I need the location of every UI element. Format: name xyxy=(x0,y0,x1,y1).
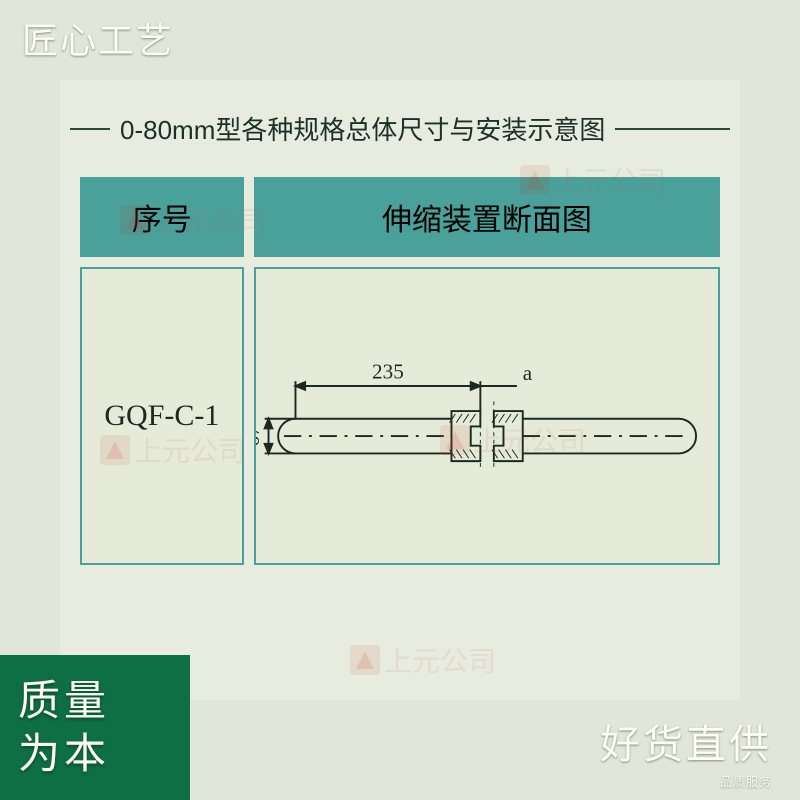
document-page: 0-80mm型各种规格总体尺寸与安装示意图 序号 伸缩装置断面图 GQF-C-1… xyxy=(60,80,740,700)
cell-diagram: 235 a 67 xyxy=(254,267,720,565)
badge-bottom-right-sub: 品质服务 xyxy=(720,773,772,790)
col-header-index: 序号 xyxy=(80,177,244,257)
badge-bl-line2: 为本 xyxy=(18,728,190,781)
badge-bottom-left: 质量 为本 xyxy=(0,655,190,800)
badge-bl-line1: 质量 xyxy=(18,675,190,728)
page-title-row: 0-80mm型各种规格总体尺寸与安装示意图 xyxy=(70,110,730,147)
cross-section-svg: 235 a 67 xyxy=(256,269,718,555)
svg-text:67: 67 xyxy=(256,425,264,446)
col-header-diagram: 伸缩装置断面图 xyxy=(254,177,720,257)
title-rule-left xyxy=(70,128,110,130)
cell-model-id: GQF-C-1 xyxy=(80,267,244,565)
badge-bottom-right: 好货直供 xyxy=(600,712,772,770)
spec-table: 序号 伸缩装置断面图 GQF-C-1 235 a 67 xyxy=(70,167,730,575)
page-title: 0-80mm型各种规格总体尺寸与安装示意图 xyxy=(120,110,605,147)
svg-text:a: a xyxy=(523,361,533,385)
svg-text:235: 235 xyxy=(372,359,404,383)
title-rule-right xyxy=(615,128,730,130)
badge-top-left: 匠心工艺 xyxy=(22,12,174,64)
table-row: GQF-C-1 235 a 67 xyxy=(80,267,720,565)
